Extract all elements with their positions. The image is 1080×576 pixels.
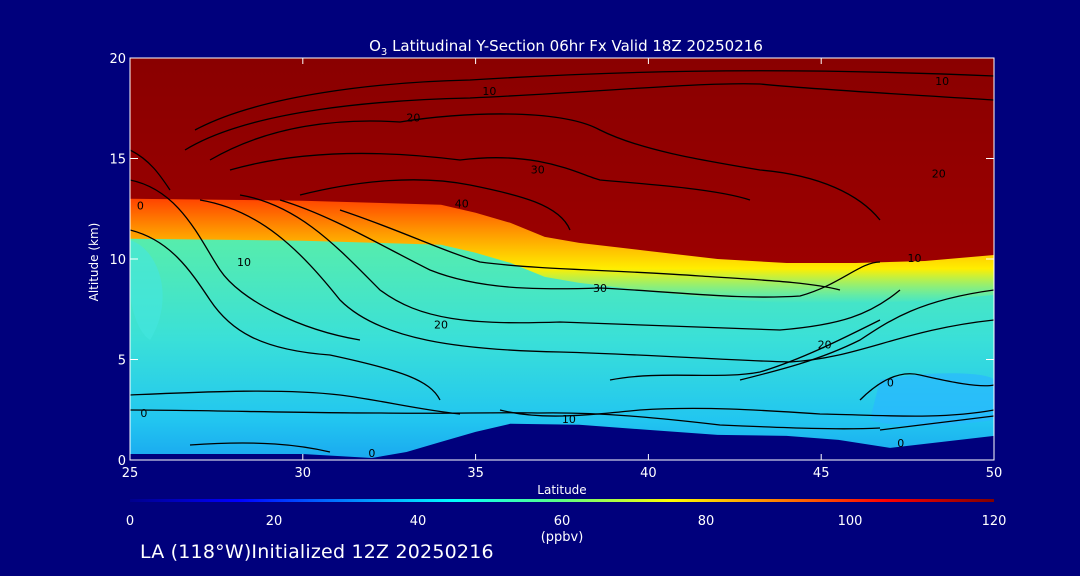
low-ozone-patch: [130, 240, 163, 340]
colorbar-tick-label: 120: [982, 514, 1007, 529]
colorbar-tick-label: 40: [410, 514, 427, 529]
y-tick-label: 0: [118, 454, 126, 469]
y-tick-label: 10: [109, 253, 126, 268]
contour-line: [130, 149, 171, 191]
y-axis-label: Altitude (km): [87, 223, 101, 302]
plot-area: [130, 58, 994, 460]
contour-label: 20: [406, 111, 420, 124]
initialization-caption: LA (118°W)Initialized 12Z 20250216: [140, 541, 494, 563]
contour-line: [279, 199, 881, 298]
contour-labels: 10 10 20 20 30 40 0 10 30 20 20 0 0 10 0 0 10: [137, 75, 949, 460]
contour-label: 0: [368, 447, 375, 460]
contour-line: [339, 209, 841, 291]
contour-label: 0: [887, 377, 894, 390]
contour-line: [130, 179, 361, 341]
contour-line: [184, 83, 994, 151]
contour-line: [609, 319, 881, 381]
x-axis-label: Latitude: [537, 483, 586, 497]
contour-line: [879, 415, 994, 431]
contour-line: [130, 390, 461, 415]
stratosphere-fill: [130, 58, 994, 263]
contour-label: 10: [482, 85, 496, 98]
colorbar-tick-label: 20: [266, 514, 283, 529]
contour-label: 30: [593, 282, 607, 295]
y-tick-label: 5: [118, 354, 126, 369]
contour-label: 10: [237, 256, 251, 269]
contour-line: [499, 407, 994, 417]
colorbar-label: (ppbv): [541, 530, 584, 545]
contour-label: 20: [818, 338, 832, 351]
contour-label: 10: [908, 252, 922, 265]
x-tick-label: 30: [295, 466, 312, 481]
x-tick-label: 25: [122, 466, 139, 481]
colorbar-ticks: 0 20 40 60 80 100 120: [126, 514, 1007, 529]
low-ozone-patch: [870, 373, 994, 426]
contour-line: [229, 152, 751, 201]
contour-line: [299, 179, 571, 231]
contour-line: [130, 229, 441, 401]
x-tick-label: 45: [813, 466, 830, 481]
x-tick-label: 35: [467, 466, 484, 481]
contour-line: [199, 199, 994, 363]
y-tick-label: 15: [109, 153, 126, 168]
contour-label: 20: [434, 318, 448, 331]
terrain-mask: [130, 423, 994, 460]
contour-label: 10: [935, 75, 949, 88]
contour-label: 0: [897, 437, 904, 450]
contour-label: 20: [932, 168, 946, 181]
contour-label: 30: [531, 164, 545, 177]
colorbar-tick-label: 100: [838, 514, 863, 529]
contour-label: 10: [562, 413, 576, 426]
tropopause-transition-band: [130, 188, 994, 303]
y-axis: 0 5 10 15 20: [109, 52, 994, 469]
contour-line: [189, 442, 331, 453]
contour-line: [859, 373, 994, 401]
contour-line: [130, 409, 881, 430]
contour-line: [239, 194, 901, 331]
colorbar-tick-label: 0: [126, 514, 134, 529]
contour-line: [739, 289, 994, 381]
contour-label: 40: [455, 198, 469, 211]
y-tick-label: 20: [109, 52, 126, 67]
contour-label: 0: [140, 407, 147, 420]
contour-line: [194, 70, 994, 131]
x-axis: 25 30 35 40 45 50: [122, 58, 1003, 481]
contour-lines: [130, 70, 994, 453]
colorbar: [130, 499, 994, 502]
x-tick-label: 40: [640, 466, 657, 481]
chart-title: O3 Latitudinal Y-Section 06hr Fx Valid 1…: [369, 37, 763, 58]
x-tick-label: 50: [986, 466, 1003, 481]
colorbar-tick-label: 80: [698, 514, 715, 529]
colorbar-tick-label: 60: [554, 514, 571, 529]
contour-label: 0: [137, 200, 144, 213]
contour-line: [209, 113, 881, 221]
